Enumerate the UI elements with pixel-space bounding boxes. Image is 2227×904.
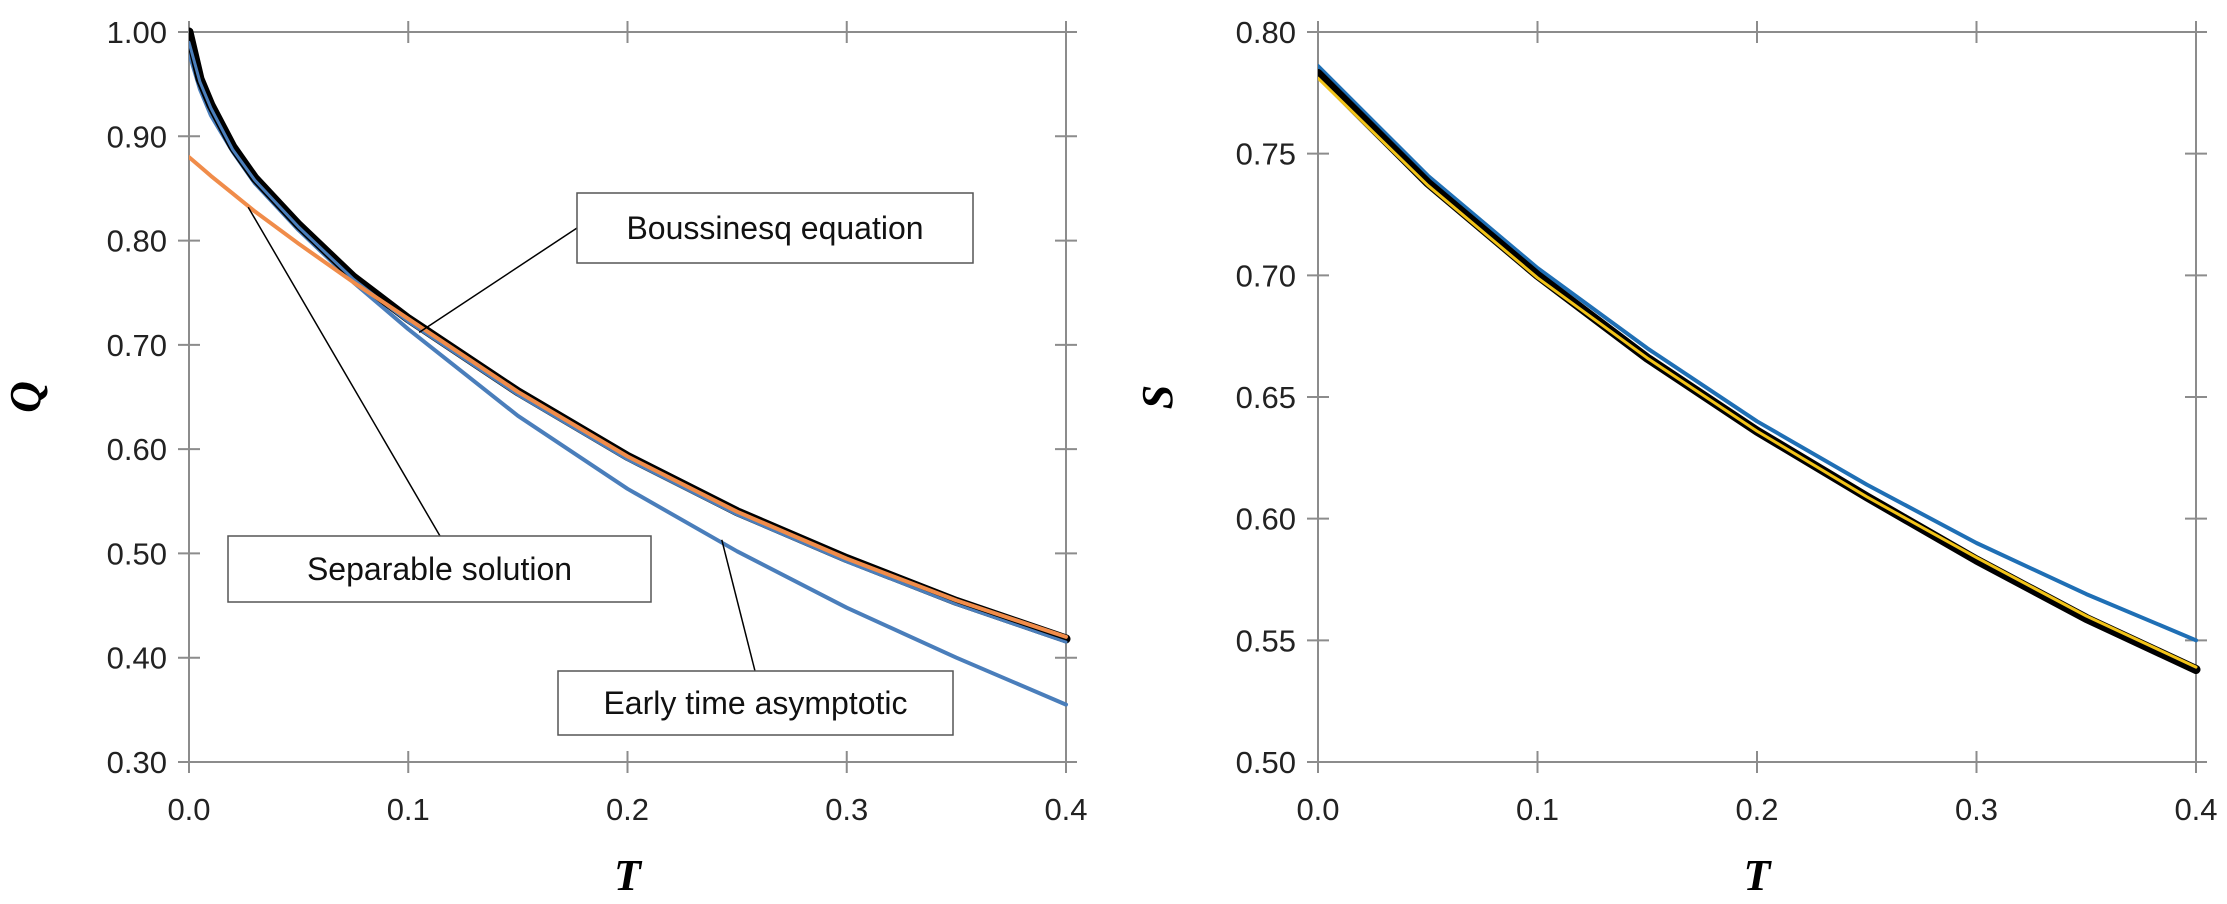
annotation-leader-line	[247, 206, 441, 537]
series-line-0	[189, 50, 1068, 707]
annotation-box	[557, 670, 954, 736]
y-tick-label: 0.65	[1236, 380, 1296, 415]
x-tick-label: 0.3	[825, 792, 868, 827]
x-tick-label: 0.2	[1735, 792, 1778, 827]
left-chart: 0.30 0.40 0.50 0.60 0.70 0.80 0.90 1.00 0.0 0.1 0.…	[1, 15, 1088, 900]
y-axis-title: S	[1133, 385, 1182, 409]
y-tick-label: 0.70	[1236, 258, 1296, 293]
series-line-0	[1318, 64, 2198, 643]
y-tick-label: 0.60	[1236, 502, 1296, 537]
y-tick-label: 0.30	[107, 745, 167, 780]
y-tick-label: 0.70	[107, 328, 167, 363]
x-tick-label: 0.4	[1044, 792, 1087, 827]
annotation-leader-line	[418, 227, 578, 333]
annotation-label: Early time asymptotic	[603, 685, 907, 721]
plot-frame	[1317, 31, 2197, 763]
y-tick-label: 0.80	[1236, 15, 1296, 50]
y-tick-label: 0.50	[1236, 745, 1296, 780]
annotation-box	[576, 192, 974, 264]
x-tick-label: 0.4	[2174, 792, 2217, 827]
y-tick-label: 0.90	[107, 119, 167, 154]
y-tick-label: 0.75	[1236, 137, 1296, 172]
annotation-label: Separable solution	[307, 551, 572, 587]
right-chart: 0.50 0.55 0.60 0.65 0.70 0.75 0.80 0.0 0.1 0.2 0.3…	[1133, 15, 2218, 900]
plot-frame	[188, 31, 1067, 763]
annotation-leader-line	[721, 539, 756, 672]
y-tick-label: 0.60	[107, 432, 167, 467]
x-axis-title: T	[614, 851, 643, 900]
x-axis-title: T	[1744, 851, 1773, 900]
annotation-label: Boussinesq equation	[626, 210, 923, 246]
x-tick-label: 0.3	[1955, 792, 1998, 827]
x-tick-label: 0.0	[167, 792, 210, 827]
x-tick-label: 0.0	[1296, 792, 1339, 827]
series-line-1	[1318, 68, 2201, 674]
y-tick-label: 0.50	[107, 536, 167, 571]
x-tick-label: 0.1	[387, 792, 430, 827]
series-line-2	[1318, 76, 2198, 669]
y-tick-label: 0.80	[107, 224, 167, 259]
y-tick-label: 1.00	[107, 15, 167, 50]
y-tick-label: 0.40	[107, 641, 167, 676]
y-tick-label: 0.55	[1236, 623, 1296, 658]
annotation-box	[227, 535, 652, 603]
x-tick-label: 0.1	[1516, 792, 1559, 827]
x-tick-label: 0.2	[606, 792, 649, 827]
y-axis-title: Q	[1, 381, 50, 413]
series-line-3	[189, 155, 1068, 639]
